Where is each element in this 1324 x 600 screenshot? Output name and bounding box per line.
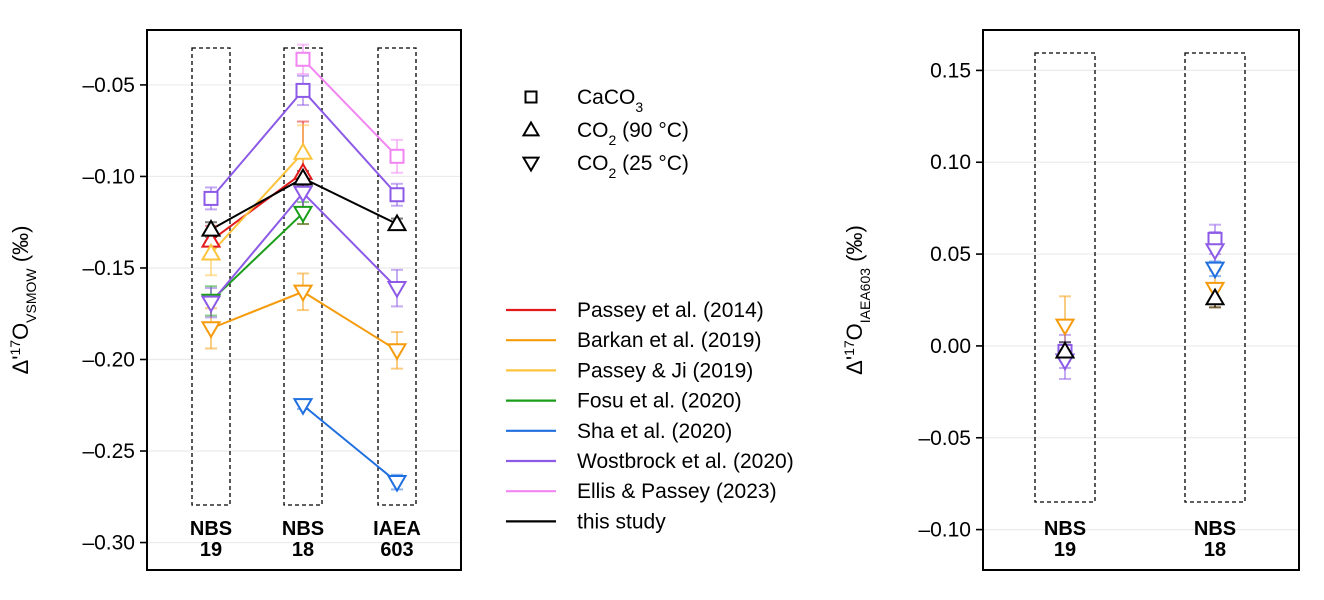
ylabel-sub: VSMOW (23, 268, 39, 323)
left-point-wostbrock-et-al-2020-nbs-18 (292, 185, 314, 204)
legend-marker-label-main: CaCO (577, 86, 635, 109)
left-line-passey-et-al-2014 (210, 171, 304, 242)
left-point-barkan-et-al-2019-iaea-603 (386, 343, 408, 361)
left-point-wostbrock-et-al-2020-nbs-19 (200, 295, 222, 314)
left-point-barkan-et-al-2019-nbs-18 (292, 284, 314, 303)
right-axes-frame (982, 29, 1300, 571)
legend-marker-label-sub: 2 (609, 165, 617, 181)
right-ytick-label: 0.10 (930, 151, 971, 174)
left-point-sha-et-al-2020-iaea-603 (386, 475, 408, 493)
left-ytick-label: –0.10 (82, 165, 135, 188)
left-point-wostbrock-et-al-2020-nbs-18 (295, 82, 311, 98)
legend-line-label: Wostbrock et al. (2020) (577, 450, 794, 473)
legend-marker-label-rest: (25 °C) (616, 152, 689, 175)
right-ytick-label: –0.05 (918, 427, 971, 450)
ylabel-main: O (8, 323, 33, 340)
right-category-label: 18 (1204, 539, 1226, 561)
left-point-wostbrock-et-al-2020-nbs-19 (203, 190, 219, 206)
right-ytick-label: 0.05 (930, 243, 971, 266)
left-category-box (283, 47, 323, 506)
left-line-ellis-passey-2023 (302, 58, 398, 158)
right-point-this-study-nbs-18 (1204, 287, 1226, 306)
left-ytick-label: –0.15 (82, 257, 135, 280)
right-point-wostbrock-et-al-2020-nbs-18 (1204, 243, 1226, 261)
legend-marker-label-sub: 3 (635, 99, 643, 115)
ylabel-sup: 17 (841, 340, 857, 356)
legend-line-label: Ellis & Passey (2023) (577, 480, 777, 503)
right-point-this-study-nbs-19 (1054, 340, 1076, 359)
left-category-box (377, 47, 417, 506)
left-category-label: NBS (190, 518, 232, 540)
left-point-wostbrock-et-al-2020-iaea-603 (386, 280, 408, 299)
right-category-label: 19 (1054, 539, 1076, 561)
legend-marker-label: CO2 (25 °C) (577, 152, 689, 181)
left-point-passey-ji-2019-nbs-18 (292, 142, 314, 160)
left-chart-vsmow: –0.05–0.10–0.15–0.20–0.25–0.30NBS19NBS18… (7, 29, 462, 571)
right-category-label: NBS (1194, 518, 1236, 540)
right-category-label: NBS (1044, 518, 1086, 540)
right-y-axis-title: Δ'17OIAEA603 (‰) (841, 225, 873, 375)
left-ytick-label: –0.30 (82, 532, 135, 555)
left-point-wostbrock-et-al-2020-iaea-603 (389, 187, 405, 203)
ylabel-main: O (842, 323, 867, 340)
legend-line-label: Fosu et al. (2020) (577, 390, 742, 413)
ylabel-suffix: (‰) (842, 225, 867, 268)
left-category-label: IAEA (373, 518, 421, 540)
right-category-box (1034, 52, 1096, 503)
left-point-ellis-passey-2023-nbs-18 (295, 51, 311, 67)
legend-line-label: this study (577, 510, 666, 533)
left-point-this-study-iaea-603 (386, 213, 408, 232)
right-ytick-label: 0.00 (930, 335, 971, 358)
legend-marker-label-sub: 2 (609, 132, 617, 148)
left-ytick-label: –0.20 (82, 348, 135, 371)
legend-marker-25-c (521, 156, 541, 173)
legend-marker-label: CO2 (90 °C) (577, 119, 689, 148)
legend-marker-caco (524, 90, 538, 104)
left-category-label: 18 (292, 539, 314, 561)
right-point-sha-et-al-2020-nbs-18 (1204, 261, 1226, 280)
left-line-sha-et-al-2020 (302, 404, 398, 483)
right-chart-iaea603: 0.150.100.050.00–0.05–0.10 NBS19NBS18Δ'17… (841, 29, 1300, 571)
legend-marker-label: CaCO3 (577, 86, 643, 115)
ylabel-prefix: Δ' (842, 356, 867, 375)
left-category-label: NBS (282, 518, 324, 540)
left-point-ellis-passey-2023-iaea-603 (389, 148, 405, 164)
left-category-label: 603 (380, 539, 413, 561)
left-point-passey-ji-2019-nbs-19 (200, 242, 222, 261)
legend-line-label: Passey & Ji (2019) (577, 359, 753, 382)
legend-marker-label-rest: (90 °C) (616, 119, 689, 142)
legend-line-label: Sha et al. (2020) (577, 420, 732, 443)
right-point-barkan-et-al-2019-nbs-19 (1054, 318, 1076, 337)
ylabel-prefix: Δ' (8, 356, 33, 375)
left-ytick-label: –0.25 (82, 440, 135, 463)
left-y-axis-title: Δ'17OVSMOW (‰) (7, 226, 39, 375)
legend-marker-label-main: CO (577, 119, 609, 142)
ylabel-sub: IAEA603 (857, 268, 873, 323)
left-point-sha-et-al-2020-nbs-18 (292, 398, 314, 416)
left-axes-frame (146, 29, 462, 571)
legend-marker-label-main: CO (577, 152, 609, 175)
left-category-box (191, 47, 231, 506)
legend-marker-90-c (521, 120, 541, 137)
left-point-fosu-et-al-2020-nbs-18 (292, 205, 314, 224)
legend-line-label: Barkan et al. (2019) (577, 329, 761, 352)
right-category-box (1184, 52, 1246, 503)
right-ytick-label: 0.15 (930, 59, 971, 82)
left-point-barkan-et-al-2019-nbs-19 (200, 321, 222, 339)
ylabel-suffix: (‰) (8, 226, 33, 269)
left-line-fosu-et-al-2020 (210, 212, 304, 302)
left-point-this-study-nbs-18 (292, 167, 314, 186)
left-ytick-label: –0.05 (82, 74, 135, 97)
right-ytick-label: –0.10 (918, 519, 971, 542)
ylabel-sup: 17 (7, 340, 23, 356)
left-point-this-study-nbs-19 (200, 219, 222, 237)
left-category-label: 19 (200, 539, 222, 561)
legend-line-label: Passey et al. (2014) (577, 299, 764, 322)
